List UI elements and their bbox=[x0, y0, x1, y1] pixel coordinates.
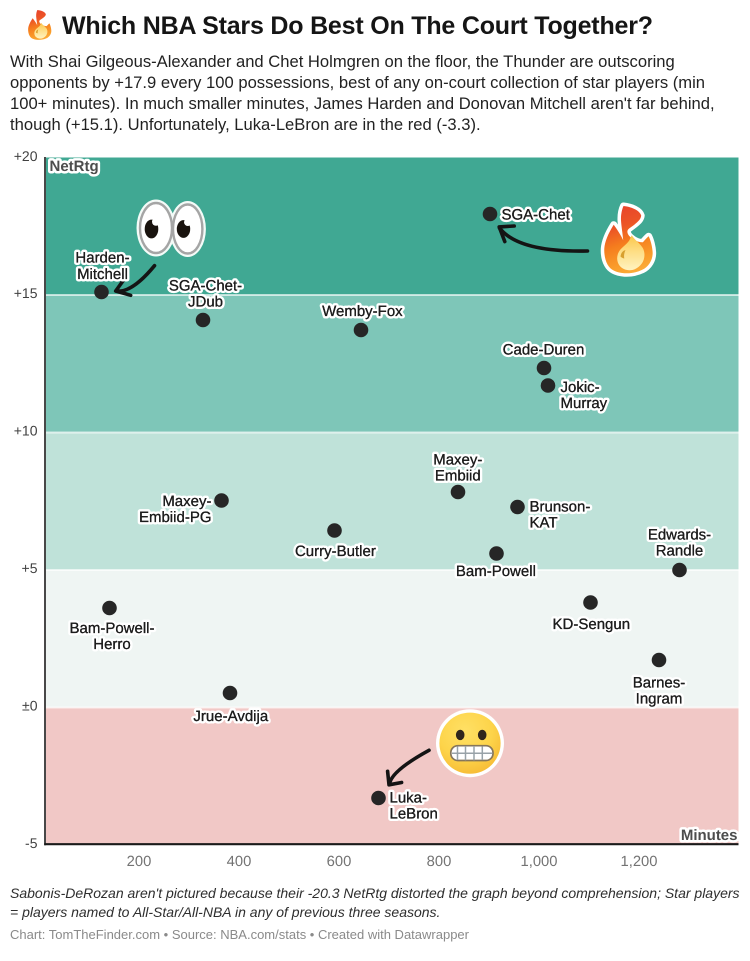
svg-text:KD-Sengun: KD-Sengun bbox=[553, 616, 631, 633]
svg-text:Edwards-Randle: Edwards-Randle bbox=[648, 526, 711, 559]
svg-text:Wemby-Fox: Wemby-Fox bbox=[322, 303, 403, 320]
svg-text:SGA-Chet-JDub: SGA-Chet-JDub bbox=[169, 278, 242, 311]
svg-text:Barnes-Ingram: Barnes-Ingram bbox=[633, 675, 686, 708]
svg-text:Jrue-Avdija: Jrue-Avdija bbox=[193, 708, 268, 725]
svg-text:+15: +15 bbox=[14, 285, 38, 301]
svg-text:Wemby-Fox: Wemby-Fox bbox=[322, 303, 403, 320]
svg-text:Harden-Mitchell: Harden-Mitchell bbox=[75, 250, 129, 283]
svg-text:Curry-Butler: Curry-Butler bbox=[295, 543, 376, 560]
svg-text:±0: ±0 bbox=[22, 698, 38, 714]
svg-text:Cade-Duren: Cade-Duren bbox=[503, 342, 585, 359]
svg-text:SGA-Chet: SGA-Chet bbox=[502, 207, 571, 224]
svg-text:Brunson-KAT: Brunson-KAT bbox=[530, 499, 591, 532]
svg-text:Harden-Mitchell: Harden-Mitchell bbox=[75, 250, 129, 283]
svg-text:Brunson-KAT: Brunson-KAT bbox=[530, 499, 591, 532]
svg-text:Curry-Butler: Curry-Butler bbox=[295, 543, 376, 560]
svg-text:Luka-LeBron: Luka-LeBron bbox=[390, 790, 438, 823]
svg-text:Cade-Duren: Cade-Duren bbox=[503, 342, 585, 359]
svg-text:Edwards-Randle: Edwards-Randle bbox=[648, 526, 711, 559]
svg-text:1,200: 1,200 bbox=[620, 854, 657, 870]
svg-text:Maxey-Embiid-PG: Maxey-Embiid-PG bbox=[139, 493, 212, 526]
svg-text:Barnes-Ingram: Barnes-Ingram bbox=[633, 675, 686, 708]
svg-text:Jokic-Murray: Jokic-Murray bbox=[561, 379, 608, 412]
svg-text:Maxey-Embiid-PG: Maxey-Embiid-PG bbox=[139, 493, 212, 526]
svg-text:Bam-Powell: Bam-Powell bbox=[456, 563, 536, 580]
svg-text:800: 800 bbox=[427, 854, 452, 870]
svg-text:600: 600 bbox=[327, 854, 352, 870]
svg-text:SGA-Chet: SGA-Chet bbox=[502, 207, 571, 224]
svg-text:+20: +20 bbox=[14, 148, 38, 164]
svg-text:SGA-Chet-JDub: SGA-Chet-JDub bbox=[169, 278, 242, 311]
svg-text:200: 200 bbox=[127, 854, 152, 870]
svg-text:KD-Sengun: KD-Sengun bbox=[553, 616, 631, 633]
svg-text:Jokic-Murray: Jokic-Murray bbox=[561, 379, 608, 412]
svg-text:NetRtg: NetRtg bbox=[50, 158, 99, 175]
svg-text:+5: +5 bbox=[22, 560, 38, 576]
svg-text:Bam-Powell: Bam-Powell bbox=[456, 563, 536, 580]
svg-text:Luka-LeBron: Luka-LeBron bbox=[390, 790, 438, 823]
svg-text:Bam-Powell-Herro: Bam-Powell-Herro bbox=[69, 620, 154, 653]
svg-text:400: 400 bbox=[227, 854, 252, 870]
svg-text:+10: +10 bbox=[14, 423, 38, 439]
svg-text:-5: -5 bbox=[25, 835, 38, 851]
svg-text:Bam-Powell-Herro: Bam-Powell-Herro bbox=[69, 620, 154, 653]
svg-text:Maxey-Embiid: Maxey-Embiid bbox=[433, 452, 482, 485]
svg-text:Maxey-Embiid: Maxey-Embiid bbox=[433, 452, 482, 485]
svg-text:Minutes: Minutes bbox=[681, 827, 738, 844]
svg-text:Jrue-Avdija: Jrue-Avdija bbox=[193, 708, 268, 725]
svg-text:1,000: 1,000 bbox=[520, 854, 557, 870]
